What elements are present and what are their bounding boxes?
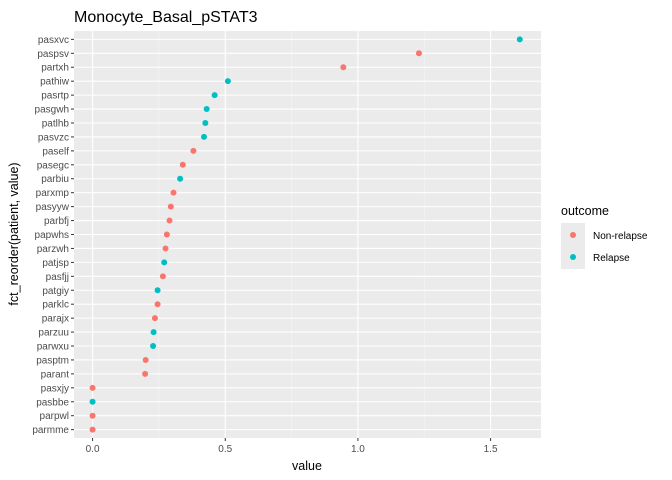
data-point-parant	[142, 370, 149, 377]
data-point-paself	[190, 147, 197, 154]
legend: outcome Non-relapse Relapse	[561, 204, 648, 269]
y-tick-label: pasxjy	[41, 383, 69, 394]
data-point-partxh	[340, 64, 347, 71]
data-point-pasegc	[179, 161, 186, 168]
y-tick-label: patlhb	[42, 118, 70, 129]
y-tick-label: papwhs	[35, 230, 69, 241]
data-point-patgiy	[154, 287, 161, 294]
data-point-parwxu	[150, 343, 157, 350]
y-tick-label: parbfj	[44, 216, 69, 227]
data-point-patjsp	[161, 259, 168, 266]
x-tick-labels: 0.0 0.5 1.0 1.5	[86, 438, 498, 455]
chart-title: Monocyte_Basal_pSTAT3	[74, 9, 258, 26]
data-point-pasxvc	[516, 36, 523, 43]
data-point-parmme	[89, 426, 96, 433]
data-point-pasbbe	[89, 398, 96, 405]
data-point-pasxjy	[89, 384, 96, 391]
x-axis-title: value	[292, 459, 322, 473]
y-tick-label: pasbbe	[36, 397, 69, 408]
y-tick-label: paspsv	[37, 49, 69, 60]
y-tick-label: pasvzc	[38, 132, 69, 143]
data-points	[89, 36, 523, 433]
data-point-parajx	[151, 315, 158, 322]
y-tick-label: pathiw	[40, 77, 70, 88]
y-tick-label: patjsp	[42, 258, 69, 269]
y-tick-label: parzuu	[38, 328, 69, 339]
y-tick-label: patgiy	[42, 286, 69, 297]
data-point-pasgwh	[203, 106, 210, 113]
y-tick-label: parpwl	[40, 411, 69, 422]
y-tick-label: parklc	[42, 300, 69, 311]
y-tick-label: parajx	[42, 314, 69, 325]
data-point-paspsv	[415, 50, 422, 57]
y-tick-label: parant	[41, 369, 70, 380]
major-gridlines	[74, 31, 541, 438]
y-tick-label: pasxvc	[38, 35, 69, 46]
y-tick-label: parxmp	[36, 188, 70, 199]
legend-title: outcome	[561, 204, 609, 218]
y-tick-labels: pasxvc paspsv partxh pathiw pasrtp pasgwh patl…	[32, 35, 74, 436]
y-axis-title: fct_reorder(patient, value)	[7, 162, 21, 305]
data-point-pasrtp	[211, 92, 218, 99]
legend-dot-non-relapse	[570, 232, 576, 238]
y-tick-label: parzwh	[37, 244, 69, 255]
data-point-parzuu	[150, 329, 157, 336]
data-point-parpwl	[89, 412, 96, 419]
y-tick-label: pasfjj	[46, 272, 69, 283]
data-point-parxmp	[170, 189, 177, 196]
y-tick-label: parwxu	[37, 342, 69, 353]
data-point-parzwh	[162, 245, 169, 252]
y-tick-label: paself	[42, 146, 69, 157]
x-tick-label: 0.5	[218, 444, 232, 455]
y-tick-label: pasrtp	[41, 91, 69, 102]
data-point-pathiw	[224, 78, 231, 85]
y-tick-label: pasyyw	[36, 202, 70, 213]
y-tick-label: pasegc	[37, 160, 69, 171]
y-tick-label: pasptm	[36, 355, 69, 366]
legend-dot-relapse	[570, 254, 576, 260]
legend-label-non-relapse: Non-relapse	[593, 231, 648, 242]
x-tick-label: 1.0	[351, 444, 365, 455]
data-point-pasyyw	[167, 203, 174, 210]
data-point-patlhb	[202, 119, 209, 126]
x-tick-label: 1.5	[484, 444, 498, 455]
legend-label-relapse: Relapse	[593, 253, 630, 264]
data-point-pasptm	[142, 356, 149, 363]
y-tick-label: partxh	[41, 63, 69, 74]
y-tick-label: parmme	[32, 425, 69, 436]
data-point-papwhs	[163, 231, 170, 238]
data-point-parbiu	[177, 175, 184, 182]
data-point-pasvzc	[201, 133, 208, 140]
y-tick-label: pasgwh	[35, 105, 69, 116]
data-point-parklc	[154, 301, 161, 308]
x-tick-label: 0.0	[86, 444, 100, 455]
data-point-pasfjj	[159, 273, 166, 280]
data-point-parbfj	[166, 217, 173, 224]
y-tick-label: parbiu	[41, 174, 69, 185]
